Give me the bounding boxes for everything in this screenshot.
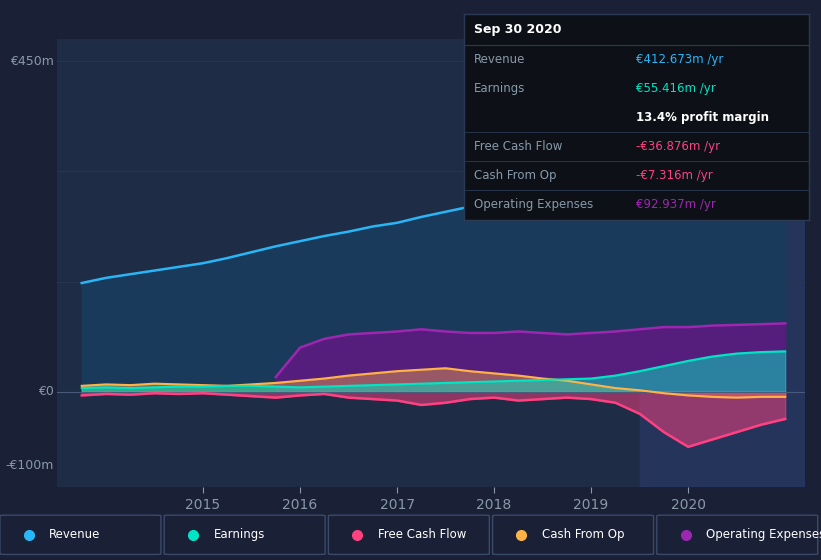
- Text: €412.673m /yr: €412.673m /yr: [636, 53, 723, 66]
- Text: -€7.316m /yr: -€7.316m /yr: [636, 169, 713, 183]
- Text: Operating Expenses: Operating Expenses: [706, 528, 821, 542]
- Text: €55.416m /yr: €55.416m /yr: [636, 82, 716, 95]
- Text: Revenue: Revenue: [49, 528, 101, 542]
- Text: €92.937m /yr: €92.937m /yr: [636, 198, 716, 212]
- Text: Sep 30 2020: Sep 30 2020: [475, 23, 562, 36]
- Text: 13.4% profit margin: 13.4% profit margin: [636, 111, 769, 124]
- Text: -€100m: -€100m: [6, 459, 53, 472]
- Text: €450m: €450m: [10, 55, 53, 68]
- Bar: [640, 39, 805, 487]
- Text: Free Cash Flow: Free Cash Flow: [475, 140, 562, 153]
- Text: Earnings: Earnings: [213, 528, 265, 542]
- Text: Free Cash Flow: Free Cash Flow: [378, 528, 466, 542]
- Text: Cash From Op: Cash From Op: [542, 528, 624, 542]
- Text: Cash From Op: Cash From Op: [475, 169, 557, 183]
- Text: Earnings: Earnings: [475, 82, 525, 95]
- Text: -€36.876m /yr: -€36.876m /yr: [636, 140, 720, 153]
- Text: Revenue: Revenue: [475, 53, 525, 66]
- Text: €0: €0: [38, 385, 53, 398]
- Text: Operating Expenses: Operating Expenses: [475, 198, 594, 212]
